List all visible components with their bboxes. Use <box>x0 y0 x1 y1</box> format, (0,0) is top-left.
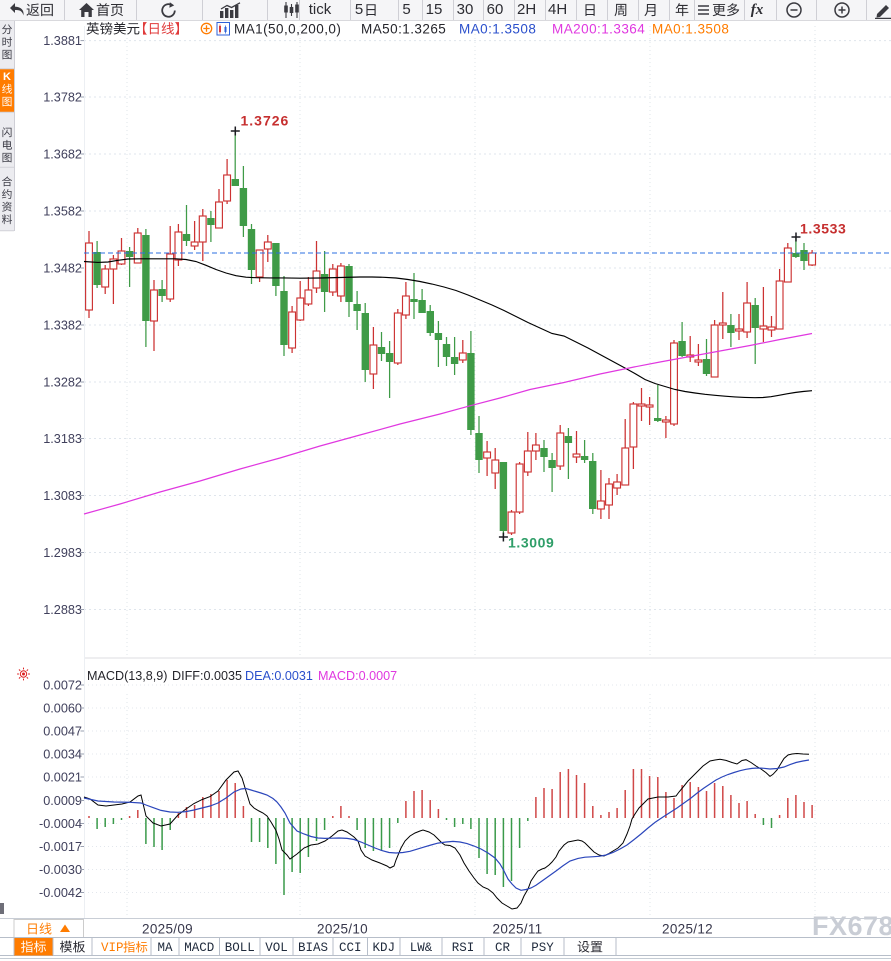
svg-text:2025/12: 2025/12 <box>662 922 713 937</box>
svg-text:1.3382: 1.3382 <box>43 319 82 333</box>
svg-text:-0.0017: -0.0017 <box>39 840 82 854</box>
svg-text:MA0:1.3508: MA0:1.3508 <box>459 22 536 37</box>
svg-text:DEA:0.0031: DEA:0.0031 <box>245 669 313 683</box>
svg-text:VOL: VOL <box>265 941 288 955</box>
svg-text:0.0047: 0.0047 <box>43 725 82 739</box>
svg-text:1.3083: 1.3083 <box>43 489 82 503</box>
svg-text:MACD(13,8,9): MACD(13,8,9) <box>87 669 167 683</box>
svg-text:0.0009: 0.0009 <box>43 794 82 808</box>
svg-text:1.2983: 1.2983 <box>43 546 82 560</box>
svg-text:1.2883: 1.2883 <box>43 603 82 617</box>
svg-text:MA: MA <box>157 941 173 955</box>
svg-text:2025/09: 2025/09 <box>142 922 193 937</box>
svg-text:1.3482: 1.3482 <box>43 262 82 276</box>
svg-text:0.0072: 0.0072 <box>43 679 82 693</box>
svg-text:1.3282: 1.3282 <box>43 376 82 390</box>
svg-text:MA50:1.3265: MA50:1.3265 <box>361 22 446 37</box>
svg-text:CCI: CCI <box>339 941 362 955</box>
svg-text:-0.0030: -0.0030 <box>39 863 82 877</box>
svg-text:MA0:1.3508: MA0:1.3508 <box>652 22 729 37</box>
svg-text:-0.0004: -0.0004 <box>39 817 82 831</box>
svg-text:-0.0042: -0.0042 <box>39 886 82 900</box>
svg-text:BOLL: BOLL <box>225 941 255 955</box>
svg-text:MACD: MACD <box>184 941 214 955</box>
svg-text:2025/11: 2025/11 <box>493 922 543 937</box>
svg-text:PSY: PSY <box>531 941 554 955</box>
svg-text:1.3009: 1.3009 <box>508 535 554 551</box>
svg-text:K: K <box>3 71 11 83</box>
svg-text:2025/10: 2025/10 <box>317 922 368 937</box>
svg-text:BIAS: BIAS <box>298 941 328 955</box>
svg-text:MA200:1.3364: MA200:1.3364 <box>552 22 645 37</box>
svg-text:RSI: RSI <box>452 941 475 955</box>
svg-text:DIFF:0.0035: DIFF:0.0035 <box>172 669 242 683</box>
svg-text:1.3533: 1.3533 <box>800 221 846 237</box>
svg-text:1.3782: 1.3782 <box>43 91 82 105</box>
svg-text:VIP: VIP <box>101 941 124 955</box>
svg-text:MACD:0.0007: MACD:0.0007 <box>318 669 397 683</box>
svg-text:FX678: FX678 <box>812 911 891 941</box>
svg-text:LW&: LW& <box>410 941 433 955</box>
svg-text:0.0060: 0.0060 <box>43 702 82 716</box>
svg-text:1.3682: 1.3682 <box>43 148 82 162</box>
svg-text:1.3726: 1.3726 <box>241 113 290 129</box>
svg-text:1.3881: 1.3881 <box>43 34 82 48</box>
svg-text:0.0021: 0.0021 <box>43 771 82 785</box>
svg-text:CR: CR <box>495 941 511 955</box>
svg-text:MA1(50,0,200,0): MA1(50,0,200,0) <box>234 22 341 37</box>
svg-text:0.0034: 0.0034 <box>43 748 82 762</box>
svg-text:1.3582: 1.3582 <box>43 205 82 219</box>
svg-text:1.3183: 1.3183 <box>43 432 82 446</box>
svg-text:KDJ: KDJ <box>372 941 395 955</box>
